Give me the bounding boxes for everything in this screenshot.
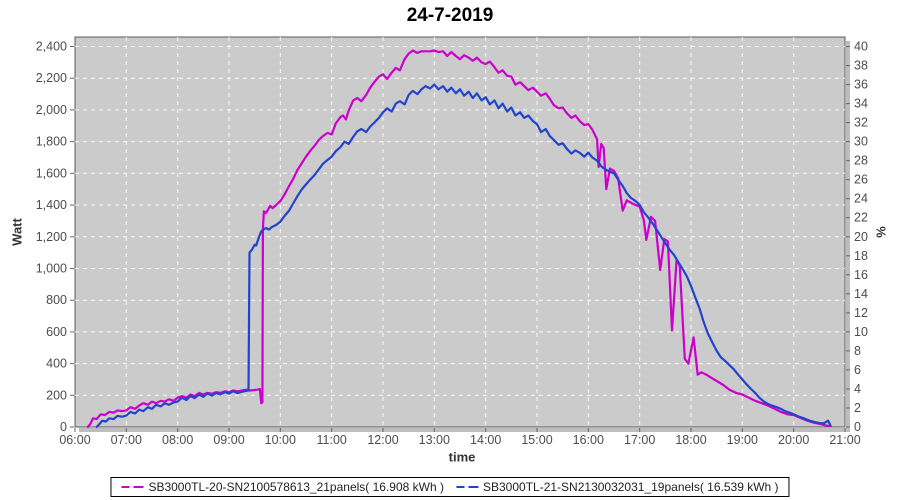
svg-text:10: 10 — [854, 325, 868, 339]
svg-text:200: 200 — [46, 388, 67, 402]
svg-text:1,000: 1,000 — [36, 262, 67, 276]
series-line-1 — [95, 83, 832, 429]
svg-text:1,400: 1,400 — [36, 198, 67, 212]
svg-text:16: 16 — [854, 268, 868, 282]
svg-text:36: 36 — [854, 78, 868, 92]
svg-text:26: 26 — [854, 173, 868, 187]
svg-text:600: 600 — [46, 325, 67, 339]
legend-label: SB3000TL-21-SN2130032031_19panels( 16.53… — [483, 480, 779, 494]
svg-text:21:00: 21:00 — [829, 433, 860, 447]
svg-text:16:00: 16:00 — [573, 433, 604, 447]
svg-text:2,000: 2,000 — [36, 103, 67, 117]
svg-text:2: 2 — [854, 401, 861, 415]
svg-text:38: 38 — [854, 59, 868, 73]
chart-title: 24-7-2019 — [406, 5, 494, 26]
svg-text:14:00: 14:00 — [470, 433, 501, 447]
svg-text:22: 22 — [854, 211, 868, 225]
plot-background — [74, 36, 846, 428]
svg-text:1,600: 1,600 — [36, 166, 67, 180]
svg-text:08:00: 08:00 — [162, 433, 193, 447]
svg-text:14: 14 — [854, 287, 868, 301]
svg-text:34: 34 — [854, 97, 868, 111]
svg-text:12:00: 12:00 — [367, 433, 398, 447]
svg-text:30: 30 — [854, 135, 868, 149]
svg-text:1,200: 1,200 — [36, 230, 67, 244]
svg-text:06:00: 06:00 — [59, 433, 90, 447]
svg-text:4: 4 — [854, 382, 861, 396]
svg-text:07:00: 07:00 — [111, 433, 142, 447]
svg-text:20: 20 — [854, 230, 868, 244]
svg-text:0: 0 — [854, 420, 861, 434]
svg-text:11:00: 11:00 — [317, 433, 347, 447]
svg-text:8: 8 — [854, 344, 861, 358]
legend-line-swatch-blue — [456, 486, 478, 488]
svg-text:15:00: 15:00 — [521, 433, 552, 447]
svg-text:800: 800 — [46, 293, 67, 307]
svg-text:40: 40 — [854, 40, 868, 54]
svg-text:09:00: 09:00 — [213, 433, 244, 447]
x-axis-label: time — [448, 449, 476, 465]
legend: SB3000TL-20-SN2100578613_21panels( 16.90… — [110, 477, 790, 497]
svg-text:24: 24 — [854, 192, 868, 206]
legend-line-swatch-magenta — [121, 486, 144, 488]
svg-text:10:00: 10:00 — [265, 433, 296, 447]
svg-text:32: 32 — [854, 116, 868, 130]
svg-text:2,200: 2,200 — [36, 71, 67, 85]
svg-text:13:00: 13:00 — [419, 433, 450, 447]
svg-text:1,800: 1,800 — [36, 135, 67, 149]
svg-text:6: 6 — [854, 363, 861, 377]
plot-shadow-right — [846, 41, 850, 431]
svg-text:400: 400 — [46, 357, 67, 371]
legend-label: SB3000TL-20-SN2100578613_21panels( 16.90… — [148, 480, 444, 494]
y-axis-label-right: % — [873, 226, 889, 238]
svg-text:18:00: 18:00 — [675, 433, 706, 447]
svg-text:17:00: 17:00 — [624, 433, 655, 447]
svg-text:2,400: 2,400 — [36, 40, 67, 54]
svg-text:0: 0 — [60, 420, 67, 434]
svg-text:20:00: 20:00 — [778, 433, 809, 447]
svg-text:12: 12 — [854, 306, 868, 320]
y-axis-label-left: Watt — [9, 218, 25, 246]
svg-text:19:00: 19:00 — [727, 433, 758, 447]
legend-item-inverter-21: SB3000TL-21-SN2130032031_19panels( 16.53… — [456, 480, 779, 494]
plot-area: 06:00 07:00 08:00 09:00 10:00 11:00 12:00 13:00… — [36, 36, 868, 447]
svg-text:18: 18 — [854, 249, 868, 263]
svg-text:28: 28 — [854, 154, 868, 168]
plot-shadow-bottom — [79, 428, 850, 432]
legend-item-inverter-20: SB3000TL-20-SN2100578613_21panels( 16.90… — [121, 480, 444, 494]
